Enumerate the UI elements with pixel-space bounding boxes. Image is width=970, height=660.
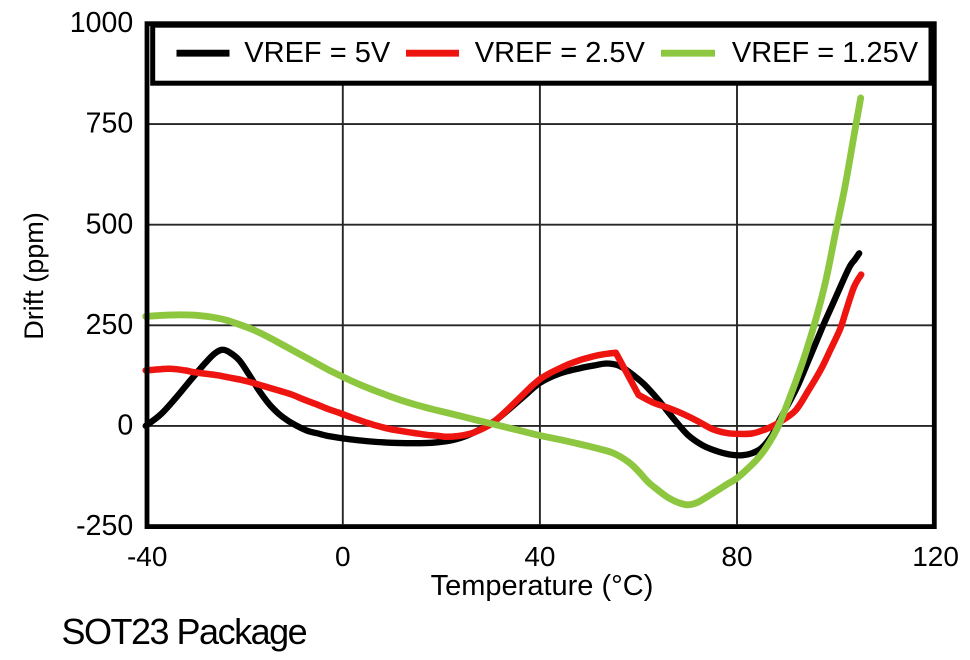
svg-text:-250: -250 bbox=[76, 510, 133, 542]
svg-text:SOT23 Package: SOT23 Package bbox=[62, 611, 307, 652]
svg-text:80: 80 bbox=[721, 541, 752, 572]
svg-text:500: 500 bbox=[86, 208, 134, 240]
svg-text:VREF = 5V: VREF = 5V bbox=[244, 37, 391, 69]
svg-text:1000: 1000 bbox=[70, 7, 133, 39]
svg-text:250: 250 bbox=[86, 309, 134, 341]
svg-text:750: 750 bbox=[86, 108, 134, 140]
svg-text:40: 40 bbox=[524, 541, 555, 572]
svg-text:Temperature (°C): Temperature (°C) bbox=[431, 570, 654, 602]
svg-text:0: 0 bbox=[335, 541, 351, 572]
svg-text:0: 0 bbox=[117, 410, 133, 442]
svg-text:-40: -40 bbox=[127, 541, 167, 572]
svg-text:VREF = 1.25V: VREF = 1.25V bbox=[732, 37, 919, 69]
svg-text:120: 120 bbox=[912, 541, 959, 572]
svg-text:VREF = 2.5V: VREF = 2.5V bbox=[475, 37, 646, 69]
svg-text:Drift (ppm): Drift (ppm) bbox=[19, 212, 49, 340]
